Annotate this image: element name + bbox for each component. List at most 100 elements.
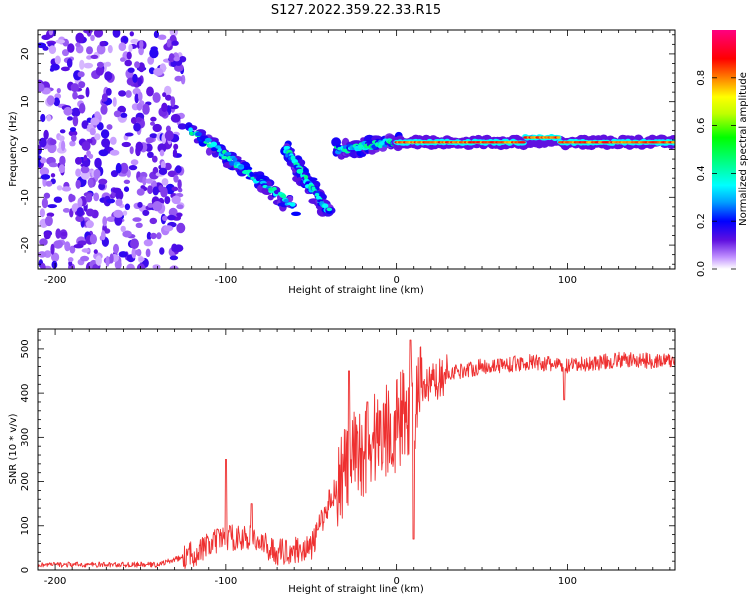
colorbar-label: Normalized spectral amplitude: [738, 72, 749, 226]
spectrogram-blob-396: [147, 185, 153, 195]
snr-ylabel: SNR (10 * v/v): [8, 413, 19, 484]
spectrogram-blob-221: [59, 155, 66, 166]
spectrogram-blob-172: [130, 38, 140, 44]
spectrogram-blob-222: [153, 30, 159, 39]
spectrogram-x-tick-label: -100: [215, 275, 238, 286]
spectrogram-blob-480: [167, 214, 176, 221]
spectrogram-blob-250: [75, 215, 84, 223]
spectrogram-blob-405: [75, 179, 81, 189]
spectrogram-blob-402: [130, 159, 139, 166]
spectrogram-blob-157: [123, 186, 130, 192]
spectrogram-blob-493: [135, 117, 142, 122]
spectrogram-blob-661: [289, 202, 296, 207]
spectrogram-blob-1361: [556, 136, 561, 139]
spectrogram-blob-93: [50, 173, 56, 178]
spectrogram-blob-374: [96, 122, 104, 131]
spectrogram-blob-447: [118, 251, 128, 258]
spectrogram-blob-333: [99, 41, 106, 47]
spectrogram-blob-444: [152, 123, 162, 133]
spectrogram-blob-261: [176, 222, 186, 234]
spectrogram-blob-488: [80, 165, 90, 174]
spectrogram-blob-60: [51, 252, 60, 262]
spectrogram-blob-418: [90, 54, 99, 60]
spectrogram-blob-486: [177, 123, 187, 130]
spectrogram-blob-266: [118, 90, 127, 97]
spectrogram-blob-278: [135, 249, 140, 256]
spectrogram-blob-351: [136, 102, 143, 111]
spectrogram-blob-406: [101, 230, 106, 241]
colorbar-tick-label: 0.0: [696, 261, 707, 277]
colorbar: 0.0 0.2 0.4 0.6 0.8 Normalized spectral ampl…: [696, 30, 749, 277]
spectrogram-blob-446: [77, 197, 83, 208]
spectrogram-blob-185: [98, 183, 106, 190]
snr-y-tick-label: 200: [20, 472, 31, 491]
spectrogram-blob-511: [49, 139, 57, 146]
spectrogram-blob-484: [75, 168, 81, 177]
spectrogram-blob-502: [44, 215, 53, 227]
spectrogram-blob-265: [162, 92, 167, 98]
spectrogram-blob-248: [106, 216, 117, 222]
spectrogram-blob-306: [77, 94, 85, 100]
spectrogram-blob-56: [112, 97, 117, 107]
spectrogram-blob-71: [123, 179, 131, 184]
spectrogram-blob-435: [86, 208, 95, 217]
snr-y-tick-label: 0: [20, 567, 31, 573]
spectrogram-blob-1428: [672, 141, 675, 144]
spectrogram-blob-286: [114, 260, 122, 269]
colorbar-tick-label: 0.4: [696, 165, 707, 181]
spectrogram-blob-596: [195, 131, 202, 137]
spectrogram-blob-326: [122, 210, 128, 216]
snr-panel: -200 -100 0 100 0 100 200 300 400 500 Height of s…: [8, 328, 676, 595]
spectrogram-blob-294: [94, 111, 101, 119]
spectrogram-ylabel: Frequency (Hz): [8, 111, 19, 187]
spectrogram-blob-395: [119, 162, 129, 174]
spectrogram-blob-196: [169, 255, 179, 261]
spectrogram-blob-499: [115, 162, 122, 174]
spectrogram-blob-626: [239, 164, 244, 168]
spectrogram-blob-3: [56, 185, 63, 191]
spectrogram-blob-168: [161, 178, 169, 186]
spectrogram-blob-421: [54, 55, 61, 65]
spectrogram-blob-177: [67, 116, 73, 121]
spectrogram-blob-430: [135, 141, 144, 152]
spectrogram-blob-734: [284, 145, 291, 150]
spectrogram-blob-379: [137, 201, 143, 208]
spectrogram-blob-614: [221, 155, 228, 160]
spectrogram-blob-460: [50, 243, 55, 255]
spectrogram-blob-471: [173, 174, 179, 183]
spectrogram-x-tick-label: 0: [393, 275, 399, 286]
spectrogram-blob-109: [125, 90, 132, 98]
spectrogram-blob-230: [129, 146, 134, 155]
spectrogram-blob-296: [110, 170, 119, 178]
spectrogram-blob-470: [162, 215, 168, 222]
spectrogram-blob-519: [100, 129, 110, 139]
spectrogram-blob-422: [58, 164, 66, 174]
spectrogram-blob-515: [67, 43, 75, 53]
spectrogram-blob-136: [61, 186, 72, 192]
spectrogram-blob-766: [303, 174, 309, 180]
spectrogram-blob-349: [58, 135, 65, 142]
spectrogram-blob-358: [104, 71, 113, 81]
spectrogram-blob-62: [169, 30, 178, 37]
spectrogram-blob-495: [126, 51, 132, 60]
spectrogram-blob-560: [242, 166, 253, 171]
spectrogram-blob-188: [69, 140, 76, 147]
spectrogram-blob-465: [109, 253, 114, 264]
spectrogram-blob-393: [176, 204, 184, 209]
spectrogram-blob-591: [188, 127, 193, 133]
spectrogram-blob-437: [120, 57, 126, 62]
spectrogram-blob-348: [66, 58, 73, 68]
snr-marks: [38, 339, 675, 570]
spectrogram-blob-67: [147, 56, 155, 65]
spectrogram-blob-391: [149, 217, 158, 225]
spectrogram-blob-254: [165, 94, 172, 101]
spectrogram-blob-381: [120, 112, 128, 118]
spectrogram-blob-474: [98, 149, 109, 157]
spectrogram-blob-161: [152, 186, 159, 196]
spectrogram-blob-125: [118, 42, 127, 51]
spectrogram-blob-411: [39, 238, 48, 246]
spectrogram-blob-86: [177, 179, 182, 190]
spectrogram-blob-368: [156, 232, 162, 240]
